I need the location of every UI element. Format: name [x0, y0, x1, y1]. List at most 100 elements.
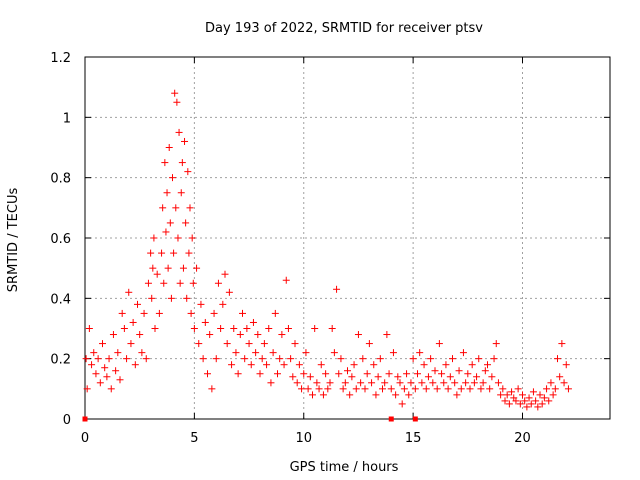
chart-title: Day 193 of 2022, SRMTID for receiver pts…: [205, 21, 483, 36]
data-point: [120, 325, 128, 332]
data-point: [405, 391, 413, 399]
axis-marker: [82, 416, 88, 422]
data-point: [173, 98, 181, 106]
data-point: [210, 309, 218, 317]
x-tick-label: 0: [81, 431, 89, 446]
data-point: [508, 388, 516, 396]
data-point: [149, 264, 157, 272]
data-point: [446, 373, 454, 381]
data-point: [170, 249, 178, 257]
data-point: [291, 340, 299, 348]
data-point: [208, 385, 216, 393]
data-point: [254, 331, 262, 339]
data-point: [521, 397, 529, 405]
data-point: [494, 379, 502, 387]
data-point: [182, 219, 190, 227]
data-point: [304, 385, 312, 393]
data-point: [339, 385, 347, 393]
data-point: [442, 361, 450, 369]
x-tick-label: 20: [514, 431, 531, 446]
data-point: [85, 325, 93, 332]
data-point: [302, 349, 310, 357]
data-point: [464, 370, 472, 378]
data-point: [153, 270, 161, 278]
data-point: [300, 370, 308, 378]
data-point: [365, 340, 373, 348]
data-point: [403, 370, 411, 378]
data-point: [243, 325, 251, 332]
data-point: [94, 355, 102, 363]
data-point: [440, 379, 448, 387]
data-point: [560, 379, 568, 387]
data-point: [315, 385, 323, 393]
data-point: [427, 355, 435, 363]
data-point: [457, 385, 465, 393]
data-point: [431, 367, 439, 375]
data-point: [523, 403, 531, 411]
data-point: [265, 325, 273, 332]
y-axis-label: SRMTID / TECUs: [6, 188, 21, 293]
data-point: [348, 373, 356, 381]
data-point: [525, 394, 533, 402]
x-tick-label: 15: [405, 431, 422, 446]
data-point: [245, 340, 253, 348]
data-point: [114, 349, 122, 357]
data-point: [136, 331, 144, 339]
data-point: [379, 385, 386, 393]
data-point: [83, 385, 91, 393]
data-point: [309, 391, 316, 399]
data-point: [564, 385, 572, 393]
data-point: [150, 234, 158, 242]
data-point: [411, 385, 419, 393]
data-point: [184, 168, 192, 176]
data-point: [176, 279, 184, 287]
data-point: [398, 400, 406, 408]
data-point: [179, 264, 187, 272]
data-point: [171, 89, 179, 97]
data-point: [449, 355, 456, 363]
data-point: [477, 385, 485, 393]
data-point: [142, 355, 150, 363]
data-point: [82, 355, 90, 363]
data-point: [392, 391, 400, 399]
data-point: [282, 276, 290, 284]
data-point: [389, 349, 397, 357]
axis-marker: [388, 416, 394, 422]
data-point: [549, 391, 557, 399]
data-point: [274, 370, 281, 378]
data-point: [313, 379, 321, 387]
data-point: [167, 294, 175, 302]
data-point: [223, 340, 231, 348]
data-point: [357, 379, 365, 387]
data-point: [370, 361, 378, 369]
axis-marker: [412, 416, 418, 422]
data-point: [368, 379, 376, 387]
data-point: [101, 364, 109, 372]
data-point: [409, 355, 417, 363]
data-point: [239, 309, 246, 317]
data-point: [481, 367, 489, 375]
data-point: [105, 355, 113, 363]
y-tick-label: 0.2: [50, 353, 71, 368]
data-point: [363, 370, 371, 378]
data-point: [217, 325, 225, 332]
data-point: [466, 385, 474, 393]
data-point: [212, 355, 220, 363]
data-point: [473, 373, 481, 381]
data-point: [204, 370, 211, 378]
data-point: [99, 340, 106, 348]
data-point: [488, 373, 496, 381]
data-point: [501, 397, 509, 405]
data-point: [241, 355, 249, 363]
data-point: [271, 309, 279, 317]
data-point: [263, 361, 271, 369]
x-tick-label: 10: [295, 431, 312, 446]
data-point: [186, 204, 194, 212]
data-point: [127, 340, 135, 348]
data-point: [444, 385, 452, 393]
y-tick-label: 0.6: [50, 232, 71, 247]
data-point: [453, 391, 461, 399]
data-point: [335, 370, 343, 378]
data-point: [400, 385, 408, 393]
